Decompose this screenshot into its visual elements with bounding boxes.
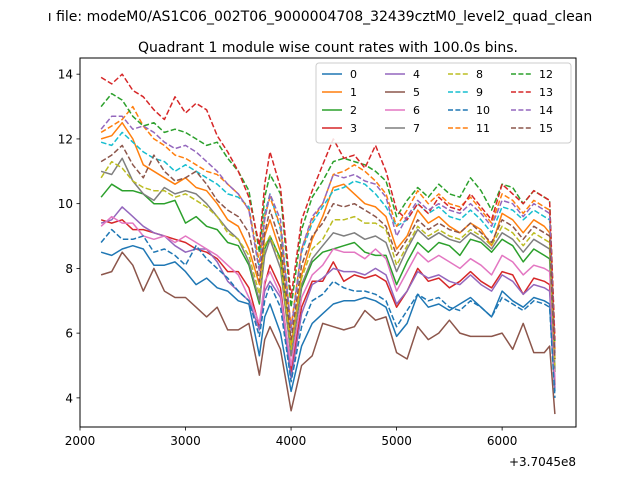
series-line-2 bbox=[100, 183, 556, 373]
series-line-15 bbox=[100, 144, 556, 360]
legend-box bbox=[315, 62, 572, 144]
series-line-7 bbox=[100, 157, 556, 369]
series-layer bbox=[100, 73, 556, 415]
legend-label: 7 bbox=[413, 122, 420, 135]
legend-label: 1 bbox=[350, 86, 357, 99]
chart-suptitle: ı file: modeM0/AS1C06_002T06_9000004708_… bbox=[48, 9, 593, 25]
legend-label: 13 bbox=[539, 86, 553, 99]
plot-frame bbox=[79, 57, 577, 428]
x-tick-label: 5000 bbox=[381, 434, 412, 448]
series-line-9 bbox=[100, 131, 556, 353]
legend-label: 12 bbox=[539, 68, 553, 81]
legend-label: 6 bbox=[413, 104, 420, 117]
y-tick-label: 8 bbox=[65, 262, 73, 276]
series-line-10 bbox=[100, 228, 556, 398]
y-tick-label: 6 bbox=[65, 327, 73, 341]
legend-label: 15 bbox=[539, 122, 553, 135]
series-line-3 bbox=[100, 219, 556, 385]
y-tick-label: 14 bbox=[58, 68, 73, 82]
series-line-8 bbox=[100, 160, 556, 366]
series-line-14 bbox=[100, 115, 556, 353]
legend-label: 8 bbox=[476, 68, 483, 81]
chart-title: Quadrant 1 module wise count rates with … bbox=[138, 40, 518, 56]
series-line-4 bbox=[100, 206, 556, 389]
series-line-5 bbox=[100, 251, 556, 415]
x-axis: 2000 3000 4000 5000 6000 bbox=[65, 427, 518, 448]
legend-label: 11 bbox=[476, 122, 490, 135]
series-line-6 bbox=[100, 215, 556, 379]
legend-label: 3 bbox=[350, 122, 357, 135]
x-tick-label: 6000 bbox=[487, 434, 518, 448]
legend-label: 4 bbox=[413, 68, 420, 81]
legend-label: 5 bbox=[413, 86, 420, 99]
x-offset-label: +3.7045e8 bbox=[509, 455, 576, 469]
series-line-11 bbox=[100, 105, 556, 350]
x-tick-label: 2000 bbox=[65, 434, 96, 448]
series-line-12 bbox=[100, 92, 556, 343]
legend-label: 10 bbox=[476, 104, 490, 117]
legend-label: 2 bbox=[350, 104, 357, 117]
legend-label: 9 bbox=[476, 86, 483, 99]
y-axis: 4 6 8 10 12 14 bbox=[58, 68, 80, 405]
x-tick-label: 4000 bbox=[276, 434, 307, 448]
x-tick-label: 3000 bbox=[170, 434, 201, 448]
series-line-0 bbox=[100, 244, 556, 393]
y-tick-label: 12 bbox=[58, 132, 73, 146]
legend-label: 0 bbox=[350, 68, 357, 81]
y-tick-label: 4 bbox=[65, 391, 73, 405]
y-tick-label: 10 bbox=[58, 197, 73, 211]
legend-label: 14 bbox=[539, 104, 553, 117]
